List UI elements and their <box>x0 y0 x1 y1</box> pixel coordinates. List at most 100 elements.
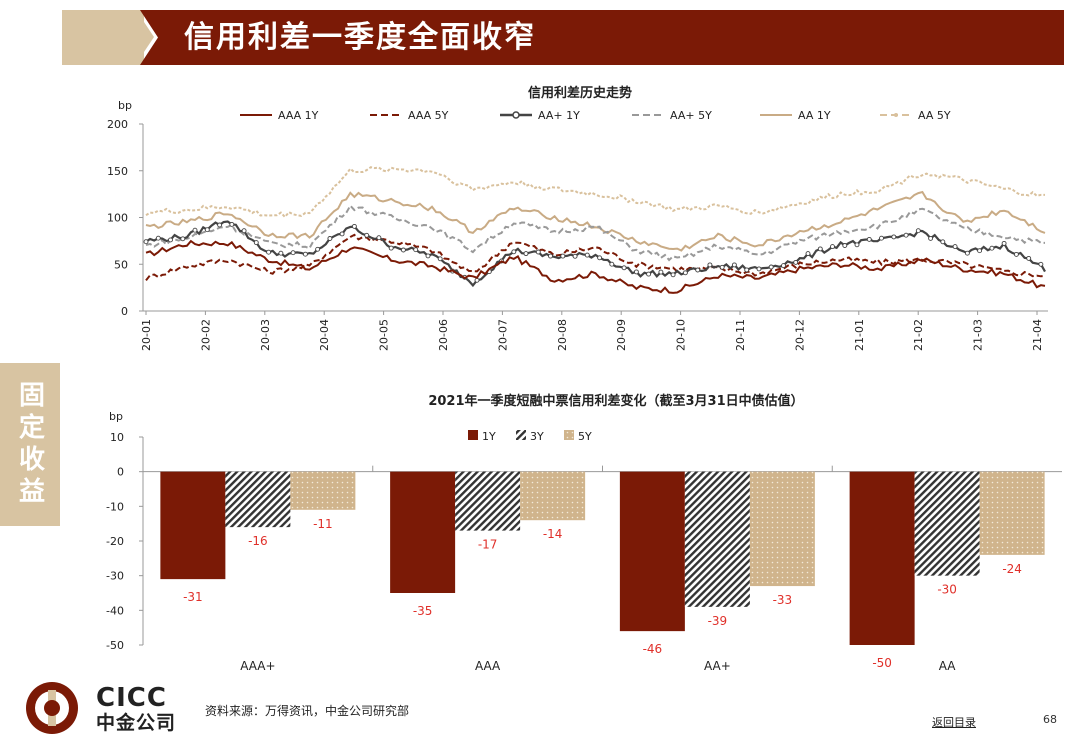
bar-aaaplus-5y <box>290 471 356 510</box>
bar-chart-category-label: AAA <box>475 659 501 673</box>
bar-chart-y-tick-label: -30 <box>106 570 124 583</box>
line-point <box>915 228 921 234</box>
line-point <box>744 267 750 273</box>
bar-data-label: -31 <box>183 590 203 604</box>
bar-data-label: -50 <box>872 656 892 670</box>
line-chart-x-tick-label: 20-02 <box>199 319 212 351</box>
bar-data-label: -14 <box>543 527 563 541</box>
legend-label: AA 5Y <box>918 109 951 122</box>
source-note: 资料来源：万得资讯，中金公司研究部 <box>205 704 410 718</box>
bar-chart-y-tick-label: -40 <box>106 604 124 617</box>
line-point <box>266 249 272 255</box>
line-chart-x-tick-label: 21-01 <box>853 319 866 351</box>
line-point <box>830 244 835 250</box>
bar-chart-category-label: AAA+ <box>240 659 275 673</box>
line-point <box>217 222 223 228</box>
line-point <box>928 235 934 241</box>
line-point <box>155 235 161 241</box>
line-point <box>572 253 578 259</box>
line-chart-x-tick-label: 20-12 <box>793 319 806 351</box>
line-series-aa-5y <box>145 204 1045 262</box>
line-point <box>621 265 627 271</box>
bar-legend-swatch <box>564 430 574 440</box>
bar-chart-y-tick-label: -10 <box>106 500 124 513</box>
bar-chart-y-unit: bp <box>109 410 123 423</box>
line-point <box>817 246 823 252</box>
legend-label: AAA 5Y <box>408 109 449 122</box>
line-point <box>609 261 615 267</box>
line-chart-x-tick-label: 20-05 <box>378 319 391 351</box>
line-chart: 信用利差历史走势 bp 0 50 100 150 200 20-01 20-02 20-03 20-… <box>107 85 1048 351</box>
legend-label: AA 1Y <box>798 109 831 122</box>
line-point <box>229 221 235 227</box>
legend-marker <box>894 113 898 117</box>
side-tab-label: 固定收益 <box>14 380 45 509</box>
line-chart-x-tick-label: 21-04 <box>1031 319 1044 351</box>
line-point <box>376 235 382 241</box>
title-banner <box>140 10 1064 65</box>
back-to-contents-link[interactable]: 返回目录 <box>932 716 976 729</box>
legend-label: AA+ 5Y <box>670 109 712 122</box>
bar-chart-y-tick-label: 0 <box>117 466 124 479</box>
line-chart-y-tick-label: 150 <box>107 165 128 178</box>
line-chart-x-tick-label: 20-03 <box>259 319 272 351</box>
bar-aa-5y <box>979 471 1045 555</box>
bar-legend-label: 5Y <box>578 430 592 443</box>
line-series-aaa-5y <box>145 233 1046 282</box>
bar-chart: 2021年一季度短融中票信用利差变化（截至3月31日中债估值） bp 10 0 -10 -… <box>106 393 1062 673</box>
bar-chart-title: 2021年一季度短融中票信用利差变化（截至3月31日中债估值） <box>428 393 803 409</box>
line-point <box>437 256 443 262</box>
line-point <box>940 239 946 245</box>
bar-data-label: -16 <box>248 534 268 548</box>
line-point <box>535 249 541 255</box>
line-point <box>1026 255 1032 261</box>
logo-text-cn: 中金公司 <box>96 712 177 734</box>
bar-data-label: -30 <box>937 583 957 597</box>
line-point <box>584 252 590 258</box>
line-chart-x-tick-label: 20-10 <box>675 319 688 351</box>
line-point <box>253 240 259 246</box>
page-number: 68 <box>1043 713 1057 726</box>
bar-aaplus-1y <box>619 471 685 632</box>
bar-chart-y-tick-label: -20 <box>106 535 124 548</box>
line-point <box>315 246 321 252</box>
line-point <box>1001 240 1007 246</box>
line-point <box>560 253 566 259</box>
line-chart-y-unit: bp <box>118 99 132 112</box>
line-point <box>327 236 333 241</box>
line-point <box>707 262 713 268</box>
line-chart-x-tick-label: 20-04 <box>318 319 331 351</box>
line-chart-x-tick-label: 21-02 <box>912 319 925 351</box>
line-point <box>413 247 419 253</box>
line-series-aa-5y <box>145 166 1045 219</box>
line-chart-x-tick-label: 20-09 <box>615 319 628 351</box>
line-series-aaa-1y <box>145 239 1046 294</box>
line-point <box>204 227 210 233</box>
bar-data-label: -11 <box>313 517 333 531</box>
bar-aaplus-5y <box>749 471 815 587</box>
line-point <box>339 231 345 237</box>
bar-legend-swatch <box>516 430 526 440</box>
line-point <box>670 272 676 278</box>
line-point <box>891 234 897 240</box>
line-point <box>474 277 480 283</box>
bar-data-label: -17 <box>478 538 498 552</box>
line-point <box>805 251 811 257</box>
line-point <box>633 269 639 275</box>
line-point <box>241 228 247 234</box>
bar-aaa-1y <box>390 471 456 593</box>
line-chart-y-tick-label: 50 <box>114 258 128 271</box>
line-point <box>400 247 406 253</box>
bar-data-label: -35 <box>413 604 433 618</box>
line-point <box>977 248 983 254</box>
line-point <box>168 237 173 243</box>
bar-chart-category-label: AA+ <box>704 659 731 673</box>
line-point <box>964 250 970 256</box>
line-point <box>793 259 799 265</box>
legend-marker <box>512 111 520 119</box>
line-point <box>523 251 529 257</box>
line-chart-x-tick-label: 20-06 <box>437 319 450 351</box>
line-chart-x-tick-label: 20-11 <box>734 319 747 351</box>
cicc-logo-icon <box>26 682 78 734</box>
line-point <box>903 232 909 238</box>
